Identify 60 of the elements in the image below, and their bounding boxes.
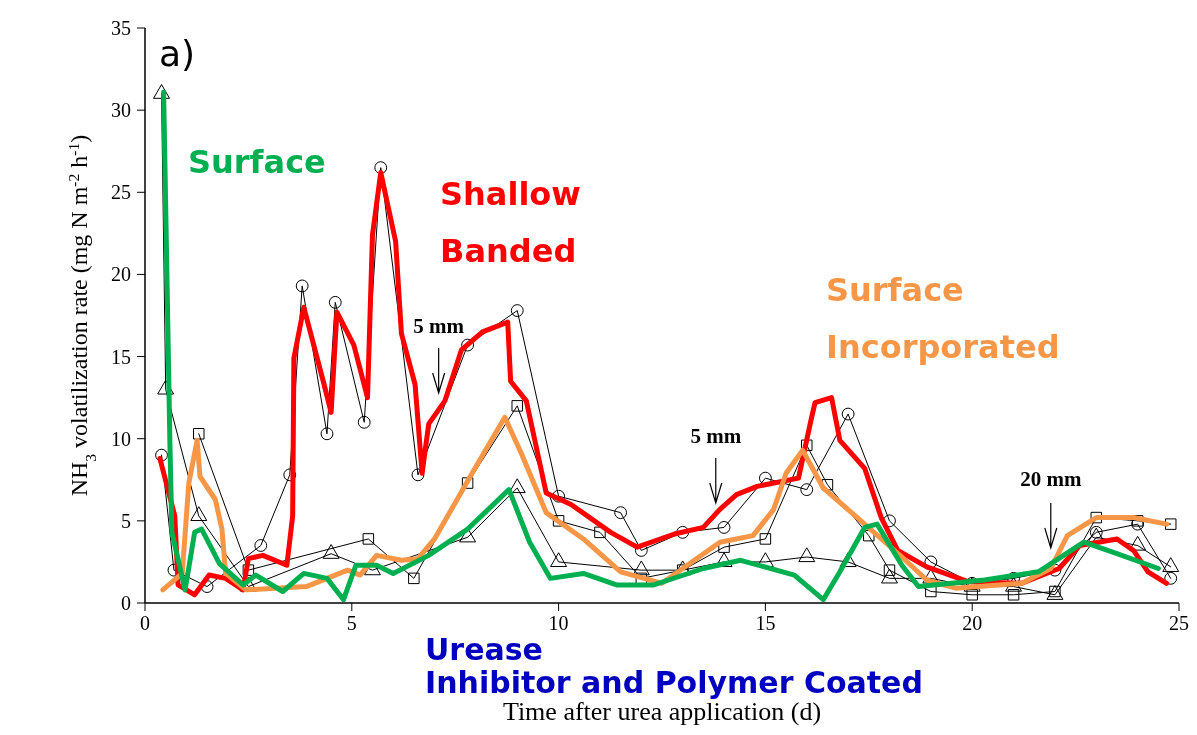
point [759, 533, 772, 545]
point [295, 279, 309, 293]
y-tick-label: 0 [121, 592, 131, 614]
point [254, 539, 268, 552]
point [800, 483, 814, 497]
point [881, 568, 898, 584]
point [408, 572, 420, 585]
point [322, 544, 340, 559]
point [614, 506, 628, 520]
point [798, 547, 816, 563]
point [155, 448, 168, 462]
point [841, 407, 855, 421]
x-tick-label: 10 [548, 612, 569, 634]
point [374, 161, 388, 175]
y-tick-label: 30 [111, 99, 131, 122]
text: Surface Incorporated [826, 271, 1060, 366]
y-tick-label: 15 [111, 345, 131, 368]
point [511, 400, 523, 412]
point [411, 468, 425, 482]
point [1089, 525, 1103, 539]
point [966, 589, 978, 601]
series-label: Surface [188, 143, 326, 181]
point [320, 427, 334, 441]
point [839, 552, 857, 568]
point [1162, 557, 1180, 572]
point [510, 304, 524, 317]
point [1090, 511, 1103, 524]
y-tick-label: 25 [111, 181, 131, 204]
y-tick-label: 10 [111, 427, 131, 450]
point [283, 468, 297, 482]
x-tick-label: 20 [962, 612, 983, 634]
point [676, 525, 690, 539]
text: Urease Inhibitor and Polymer Coated [425, 632, 923, 700]
ref-line-label: 5 mm [413, 314, 465, 338]
point [461, 338, 475, 352]
point [552, 489, 566, 503]
annotation: a) [159, 33, 196, 74]
ref-line-label: 5 mm [690, 424, 742, 448]
y-tick-label: 5 [121, 509, 131, 532]
point [190, 506, 208, 522]
point [1164, 571, 1178, 585]
point [362, 533, 375, 545]
point [1005, 576, 1023, 592]
x-tick-label: 0 [140, 612, 150, 634]
point [717, 521, 731, 534]
point [632, 560, 650, 576]
point [883, 564, 896, 576]
point [193, 428, 205, 440]
point [328, 295, 342, 309]
y-tick-label: 20 [111, 263, 131, 286]
x-tick-label: 15 [755, 612, 776, 634]
point [357, 415, 371, 429]
ref-line-label: 20 mm [1020, 467, 1082, 491]
point [550, 552, 568, 568]
y-tick-label: 35 [111, 17, 131, 39]
x-tick-label: 25 [1169, 612, 1189, 634]
series-label: Shallow Banded [440, 175, 581, 270]
point [1164, 518, 1177, 530]
point [1007, 589, 1020, 601]
x-tick-label: 5 [346, 612, 357, 634]
